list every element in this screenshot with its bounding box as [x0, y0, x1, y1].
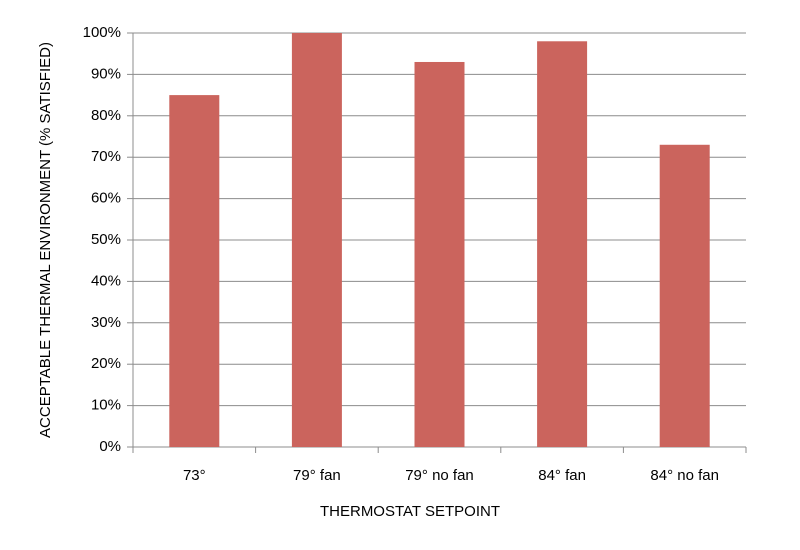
bar: [291, 33, 342, 447]
y-tick-label: 100%: [83, 24, 121, 41]
y-tick-label: 30%: [91, 314, 121, 331]
y-tick-label: 40%: [91, 272, 121, 289]
y-tick-label: 50%: [91, 231, 121, 248]
y-tick-label: 10%: [91, 397, 121, 414]
y-tick-label: 0%: [99, 438, 121, 455]
x-tick-label: 84° no fan: [650, 467, 719, 484]
bar: [659, 144, 710, 447]
x-axis-title: THERMOSTAT SETPOINT: [320, 503, 500, 520]
y-tick-label: 80%: [91, 107, 121, 124]
y-axis-title: ACCEPTABLE THERMAL ENVIRONMENT (% SATISF…: [37, 42, 54, 438]
y-tick-label: 60%: [91, 190, 121, 207]
x-tick-label: 84° fan: [538, 467, 586, 484]
x-tick-label: 79° fan: [293, 467, 341, 484]
y-tick-label: 70%: [91, 148, 121, 165]
y-tick-label: 90%: [91, 65, 121, 82]
bar: [169, 95, 220, 447]
bar: [537, 41, 588, 447]
bar: [414, 61, 465, 447]
y-tick-label: 20%: [91, 355, 121, 372]
x-tick-label: 79° no fan: [405, 467, 474, 484]
x-tick-label: 73°: [183, 467, 206, 484]
